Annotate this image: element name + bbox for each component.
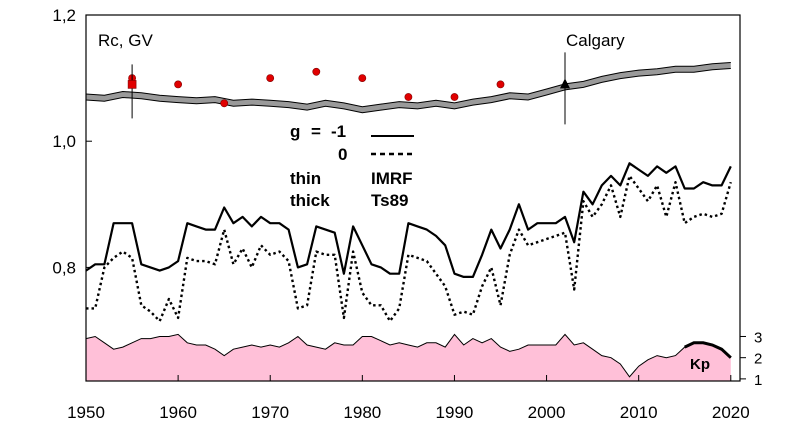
x-tick-label: 2000 bbox=[528, 403, 566, 422]
kp-line-recent bbox=[684, 341, 732, 359]
observation-point bbox=[450, 93, 459, 101]
observation-point bbox=[266, 74, 275, 82]
y-tick-label: 1,0 bbox=[52, 132, 76, 151]
series-line-solid bbox=[85, 162, 732, 278]
legend-thick-label: thick bbox=[290, 191, 330, 210]
observation-point bbox=[174, 80, 182, 89]
y-tick-label: 0,8 bbox=[52, 258, 76, 277]
y-axis-label: Rc, GV bbox=[98, 31, 153, 50]
band-upper-line bbox=[85, 62, 731, 108]
kp-area bbox=[85, 333, 732, 381]
observation-point bbox=[496, 80, 505, 89]
x-tick-label: 1950 bbox=[67, 403, 105, 422]
observation-point bbox=[358, 74, 367, 82]
station-label: Calgary bbox=[566, 31, 625, 50]
kp-line bbox=[85, 333, 732, 378]
axes: 1950 1960 1970 1980 1990 2000 2010 2020 0,8 1,0 1,… bbox=[52, 6, 762, 422]
calgary-marker-triangle bbox=[560, 78, 570, 89]
kp-tick-label: 3 bbox=[754, 329, 762, 346]
band-fill bbox=[86, 62, 731, 113]
rc-marker-square bbox=[127, 80, 137, 89]
legend-g-value-2: 0 bbox=[338, 145, 347, 164]
observation-point bbox=[312, 67, 321, 76]
plot-frame bbox=[85, 14, 741, 382]
x-tick-label: 1970 bbox=[251, 403, 289, 422]
y-tick-label: 1,2 bbox=[52, 6, 76, 25]
thin-series-band bbox=[85, 62, 731, 114]
x-tick-label: 2010 bbox=[620, 403, 658, 422]
legend-model-1: IMRF bbox=[371, 169, 413, 188]
kp-tick-label: 2 bbox=[754, 351, 762, 368]
kp-label: Kp bbox=[690, 356, 710, 373]
band-lower-line bbox=[85, 68, 731, 114]
kp-fill bbox=[86, 334, 731, 381]
legend-eq: = bbox=[311, 122, 321, 141]
kp-tick-label: 1 bbox=[754, 372, 762, 389]
markers bbox=[127, 52, 570, 125]
legend-g-value-1: -1 bbox=[331, 122, 346, 141]
legend-model-2: Ts89 bbox=[371, 191, 409, 210]
series-lines bbox=[85, 162, 732, 323]
observation-point bbox=[404, 93, 413, 101]
x-tick-label: 2020 bbox=[712, 403, 750, 422]
x-tick-label: 1990 bbox=[436, 403, 474, 422]
x-tick-label: 1980 bbox=[343, 403, 381, 422]
legend-g-label: g bbox=[290, 122, 300, 141]
legend: g = -1 0 thin thick IMRF Ts89 bbox=[290, 122, 414, 210]
x-tick-label: 1960 bbox=[159, 403, 197, 422]
observation-point bbox=[220, 99, 229, 108]
series-line-dotted bbox=[86, 174, 732, 323]
legend-thin-label: thin bbox=[290, 169, 321, 188]
